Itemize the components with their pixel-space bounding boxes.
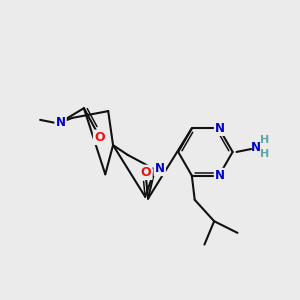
Text: H: H xyxy=(260,135,269,145)
Text: N: N xyxy=(251,141,261,154)
Text: O: O xyxy=(141,166,152,179)
Text: N: N xyxy=(155,162,165,175)
Text: O: O xyxy=(94,131,105,144)
Text: H: H xyxy=(260,149,269,159)
Text: N: N xyxy=(56,116,66,129)
Text: N: N xyxy=(215,169,225,182)
Text: N: N xyxy=(215,122,225,135)
